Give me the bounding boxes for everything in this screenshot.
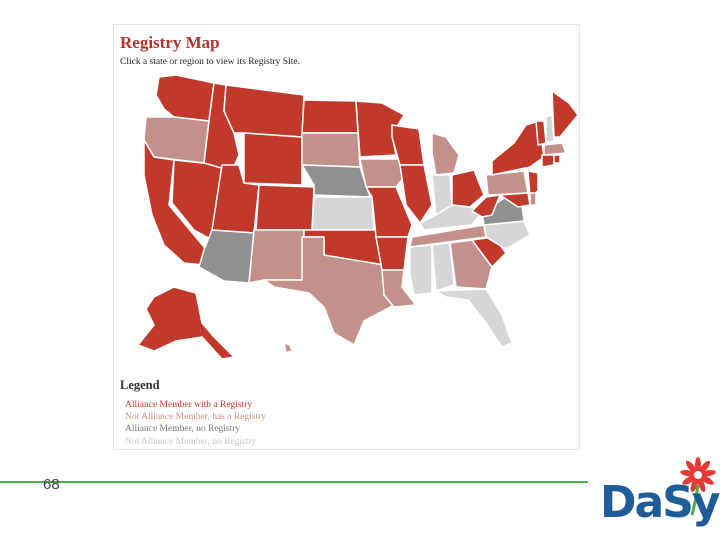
map-title: Registry Map	[120, 33, 220, 52]
state-illinois[interactable]	[399, 164, 433, 224]
state-ohio[interactable]	[451, 169, 485, 208]
state-new-jersey[interactable]	[527, 170, 539, 198]
state-iowa[interactable]	[359, 158, 407, 188]
state-montana[interactable]	[223, 84, 305, 138]
legend-item-member-no-registry: Alliance Member, no Registry	[125, 424, 241, 435]
state-delaware[interactable]	[529, 192, 537, 206]
state-kansas[interactable]	[311, 196, 375, 231]
logo-text: DaSy	[600, 477, 720, 528]
state-alaska[interactable]	[137, 286, 235, 360]
state-michigan[interactable]	[431, 132, 460, 176]
state-arkansas[interactable]	[375, 236, 409, 271]
state-georgia[interactable]	[449, 239, 493, 290]
state-massachusetts[interactable]	[543, 142, 567, 156]
state-wyoming[interactable]	[243, 132, 303, 186]
state-north-dakota[interactable]	[301, 99, 359, 134]
dasy-logo: DaSy	[600, 455, 720, 540]
legend-title: Legend	[120, 378, 160, 392]
state-new-hampshire[interactable]	[545, 114, 555, 144]
state-vermont[interactable]	[535, 120, 547, 146]
state-maine[interactable]	[551, 90, 579, 138]
us-map	[137, 74, 579, 360]
flower-icon	[680, 457, 716, 516]
state-connecticut[interactable]	[541, 154, 555, 168]
registry-map-panel: Registry Map Click a state or region to …	[113, 24, 580, 450]
footer-divider	[0, 481, 588, 483]
state-west-virginia[interactable]	[471, 194, 501, 218]
state-rhode-island[interactable]	[553, 154, 561, 164]
state-texas[interactable]	[263, 236, 400, 346]
state-nebraska[interactable]	[301, 164, 371, 198]
page-number: 68	[43, 476, 60, 493]
legend-item-not-member-has-registry: Not Alliance Member, has a Registry	[125, 412, 267, 423]
state-washington[interactable]	[155, 74, 215, 122]
state-louisiana[interactable]	[381, 269, 417, 308]
state-hawaii[interactable]	[283, 342, 293, 354]
state-mississippi[interactable]	[409, 244, 433, 296]
state-colorado[interactable]	[255, 184, 315, 231]
state-new-mexico[interactable]	[248, 229, 307, 284]
legend: Alliance Member with a Registry Not Alli…	[125, 399, 266, 448]
state-alabama[interactable]	[431, 242, 455, 292]
state-south-dakota[interactable]	[301, 132, 361, 168]
state-florida[interactable]	[435, 288, 513, 348]
map-subtitle: Click a state or region to view its Regi…	[120, 57, 300, 67]
legend-item-member-with-registry: Alliance Member with a Registry	[125, 400, 253, 410]
legend-item-not-member-no-registry: Not Alliance Member, no Registry	[125, 436, 257, 447]
